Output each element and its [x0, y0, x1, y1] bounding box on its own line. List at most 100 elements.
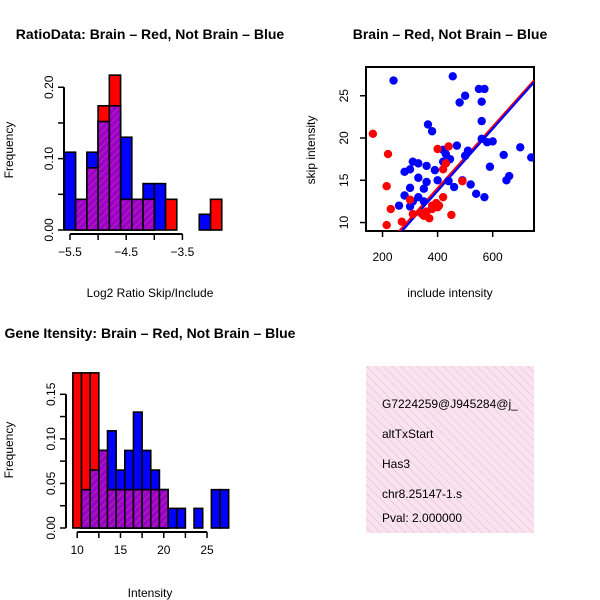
point-brain-5 [397, 217, 407, 226]
bar-overlap-hatch-1 [82, 490, 90, 527]
point-brain-14 [438, 192, 448, 202]
point-not-brain-23 [422, 161, 431, 171]
intensity-chart-title: Gene Itensity: Brain – Red, Not Brain – … [5, 325, 296, 341]
x-tick-label: 400 [428, 250, 448, 264]
y-tick-label: 0.05 [44, 471, 58, 495]
bar-overlap-hatch-0 [76, 200, 86, 229]
bar-brain-8 [209, 198, 223, 231]
info-line-id: G7224259@J945284@j_ [382, 397, 518, 411]
scatter-x-label: include intensity [407, 286, 492, 300]
intensity-x-axis: 10 15 20 25 [71, 531, 214, 557]
ratio-y-axis: 0.00 0.10 0.20 [42, 75, 65, 242]
bar-not-brain-8 [153, 182, 167, 231]
scatter-chart-title: Brain – Red, Not Brain – Blue [353, 26, 548, 42]
point-not-brain-49 [405, 202, 415, 211]
scatter-y-label: skip intensity [304, 116, 318, 185]
info-panel-hatch [366, 366, 534, 533]
point-not-brain-0 [389, 76, 398, 85]
bar-brain-7 [164, 198, 178, 231]
point-brain-17 [438, 165, 448, 174]
x-tick-label: 600 [483, 250, 503, 264]
point-not-brain-30 [414, 173, 423, 182]
y-tick-label: 0.10 [42, 147, 56, 171]
info-line-gene: Has3 [382, 457, 410, 471]
fit-line-blue [400, 81, 534, 231]
ratio-x-label: Log2 Ratio Skip/Include [87, 286, 214, 300]
scatter-y-axis: 10 15 20 25 [337, 89, 366, 229]
info-line-event: altTxStart [382, 427, 434, 441]
bar-not-brain-10 [167, 507, 178, 529]
bar-brain-0 [72, 372, 83, 529]
point-not-brain-35 [466, 180, 475, 189]
scatter-x-axis: 200 400 600 [373, 231, 503, 264]
bar-overlap-hatch-2 [91, 471, 98, 527]
y-tick-label: 0.00 [44, 516, 58, 540]
ratio-y-label: Frequency [2, 122, 16, 179]
point-brain-4 [382, 220, 391, 230]
x-tick-label: −3.5 [171, 245, 195, 259]
bar-overlap-hatch-8 [143, 490, 150, 527]
bar-overlap-hatch-6 [144, 200, 154, 229]
point-not-brain-32 [433, 176, 442, 185]
point-brain-21 [458, 176, 467, 186]
point-not-brain-8 [427, 127, 437, 136]
point-not-brain-38 [405, 183, 415, 193]
y-tick-label: 0.00 [42, 218, 56, 242]
scatter-panel: Brain – Red, Not Brain – Blue 200 400 600 … [304, 26, 547, 300]
point-not-brain-1 [448, 72, 457, 81]
point-brain-0 [368, 129, 378, 138]
bar-overlap-hatch-1 [87, 168, 98, 229]
intensity-x-label: Intensity [128, 586, 173, 600]
scatter-points [368, 72, 534, 230]
point-not-brain-3 [460, 91, 470, 100]
bar-overlap-hatch-10 [160, 490, 168, 527]
bar-overlap-hatch-9 [151, 490, 159, 527]
bar-not-brain-12 [193, 507, 204, 529]
ratio-bars [63, 74, 223, 231]
x-tick-label: 20 [157, 543, 171, 557]
point-not-brain-25 [430, 165, 440, 175]
bar-overlap-hatch-2 [99, 122, 109, 229]
y-tick-label: 15 [337, 173, 351, 187]
y-tick-label: 0.20 [42, 75, 56, 99]
ratio-x-axis: −5.5 −4.5 −3.5 [58, 233, 195, 259]
point-not-brain-6 [480, 84, 489, 94]
bar-overlap-hatch-5 [117, 490, 124, 527]
x-tick-label: 25 [200, 543, 214, 557]
bar-overlap-hatch-7 [134, 490, 142, 527]
ratio-histogram-panel: RatioData: Brain – Red, Not Brain – Blue… [2, 26, 284, 300]
point-brain-20 [447, 210, 456, 220]
point-not-brain-26 [485, 162, 495, 171]
intensity-bars [72, 372, 230, 529]
y-tick-label: 10 [337, 216, 351, 230]
bar-not-brain-11 [175, 507, 187, 529]
point-brain-19 [433, 144, 442, 154]
fit-line-red [397, 79, 534, 231]
bar-not-brain-0 [63, 151, 77, 231]
point-not-brain-31 [422, 177, 431, 187]
point-not-brain-43 [419, 197, 429, 206]
bar-not-brain-9 [198, 213, 212, 231]
point-not-brain-19 [408, 157, 418, 166]
point-not-brain-11 [452, 141, 462, 150]
bar-overlap-hatch-6 [125, 490, 133, 527]
point-not-brain-15 [488, 137, 497, 146]
point-not-brain-33 [444, 176, 453, 186]
y-tick-label: 20 [337, 131, 351, 145]
point-not-brain-45 [471, 189, 481, 199]
point-not-brain-27 [499, 150, 508, 160]
point-brain-6 [408, 209, 418, 219]
intensity-histogram-panel: Gene Itensity: Brain – Red, Not Brain – … [2, 325, 296, 600]
point-brain-1 [383, 149, 393, 159]
x-tick-label: 10 [71, 543, 85, 557]
point-brain-12 [405, 195, 415, 204]
point-not-brain-47 [394, 201, 404, 210]
point-not-brain-7 [423, 120, 433, 129]
x-tick-label: 200 [373, 250, 393, 264]
point-not-brain-24 [400, 167, 409, 177]
bar-overlap-hatch-4 [121, 200, 131, 229]
point-not-brain-17 [460, 151, 470, 160]
point-brain-23 [425, 214, 434, 223]
intensity-y-label: Frequency [2, 422, 16, 479]
